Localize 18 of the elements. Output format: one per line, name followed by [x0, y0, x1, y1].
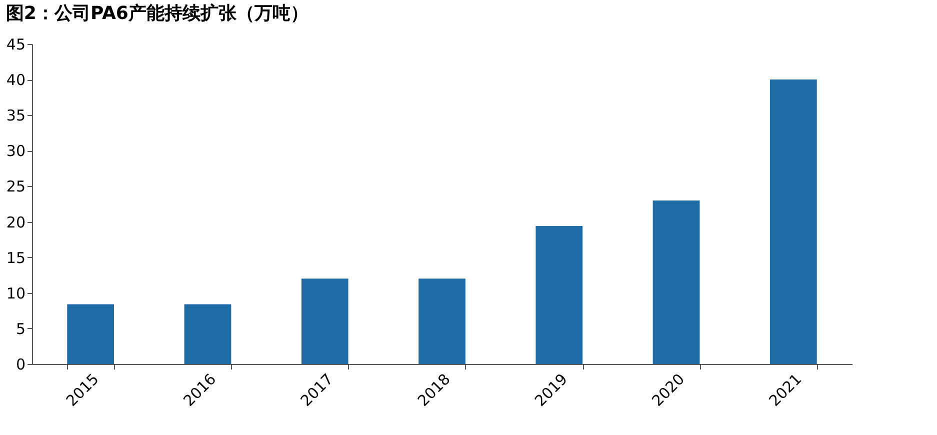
y-tick-label: 25	[6, 178, 26, 196]
y-tick-label: 20	[6, 213, 26, 232]
bar	[67, 304, 114, 364]
y-tick-label: 0	[16, 356, 26, 374]
bar	[301, 278, 348, 364]
bar	[770, 80, 817, 364]
bar	[418, 278, 466, 364]
y-tick-label: 10	[6, 284, 26, 302]
y-tick-label: 40	[6, 71, 26, 90]
y-tick-label: 30	[6, 142, 26, 160]
bar	[652, 200, 700, 364]
chart-title: 图2：公司PA6产能持续扩张（万吨）	[6, 3, 308, 24]
bar	[536, 226, 583, 364]
y-tick-label: 35	[6, 106, 26, 125]
y-tick-label: 15	[6, 248, 26, 267]
y-tick-label: 5	[16, 320, 26, 338]
bar	[184, 304, 232, 364]
y-tick-label: 45	[6, 36, 26, 54]
